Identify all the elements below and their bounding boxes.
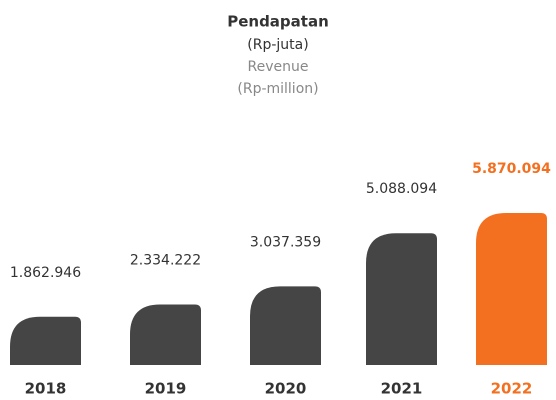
bar bbox=[366, 233, 437, 365]
x-tick-label: 2019 bbox=[145, 380, 187, 398]
x-tick-label: 2021 bbox=[381, 380, 423, 398]
bar bbox=[130, 304, 201, 365]
value-label: 3.037.359 bbox=[250, 234, 321, 250]
chart-subtitle: (Rp-juta) bbox=[247, 37, 308, 53]
value-label: 5.088.094 bbox=[366, 181, 437, 197]
value-label: 2.334.222 bbox=[130, 253, 201, 269]
chart-title: Pendapatan bbox=[227, 13, 329, 31]
bar bbox=[476, 213, 547, 365]
value-label: 5.870.094 bbox=[472, 161, 551, 177]
chart-subtitle-en: (Rp-million) bbox=[237, 81, 318, 97]
chart-title-en: Revenue bbox=[248, 59, 309, 75]
x-tick-label: 2018 bbox=[25, 380, 67, 398]
value-label: 1.862.946 bbox=[10, 265, 81, 281]
bar bbox=[10, 316, 81, 365]
bar bbox=[250, 286, 321, 365]
x-tick-label: 2022 bbox=[491, 380, 533, 398]
x-tick-label: 2020 bbox=[265, 380, 307, 398]
